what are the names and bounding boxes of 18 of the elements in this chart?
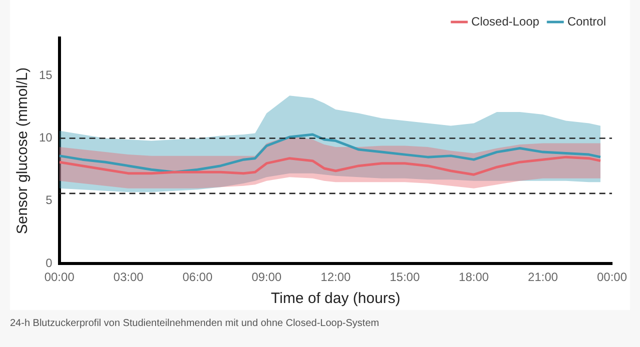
y-axis-title: Sensor glucose (mmol/L) bbox=[14, 67, 32, 234]
y-tick-label: 5 bbox=[46, 193, 53, 208]
x-tick-label: 15:00 bbox=[390, 270, 420, 284]
x-tick-label: 00:00 bbox=[44, 270, 75, 284]
x-tick-label: 00:00 bbox=[596, 270, 628, 284]
y-tick-label: 15 bbox=[38, 68, 53, 82]
text: 24-h Blutzuckerprofil von Studienteilnehmenden mit und ohne Closed-Loop-System bbox=[9, 317, 380, 329]
legend-label: Closed-Loop bbox=[471, 14, 540, 28]
x-tick-label: 03:00 bbox=[113, 270, 144, 284]
y-tick-label: 0 bbox=[46, 256, 53, 270]
x-tick-label: 09:00 bbox=[252, 270, 282, 284]
x-tick-label: 06:00 bbox=[182, 270, 213, 284]
x-axis-title: Time of day (hours) bbox=[270, 290, 400, 308]
x-tick-label: 18:00 bbox=[458, 270, 490, 284]
x-tick-label: 21:00 bbox=[528, 270, 558, 284]
legend-label: Control bbox=[567, 14, 606, 28]
x-tick-label: 12:00 bbox=[320, 270, 352, 284]
y-tick-label: 10 bbox=[38, 130, 53, 145]
